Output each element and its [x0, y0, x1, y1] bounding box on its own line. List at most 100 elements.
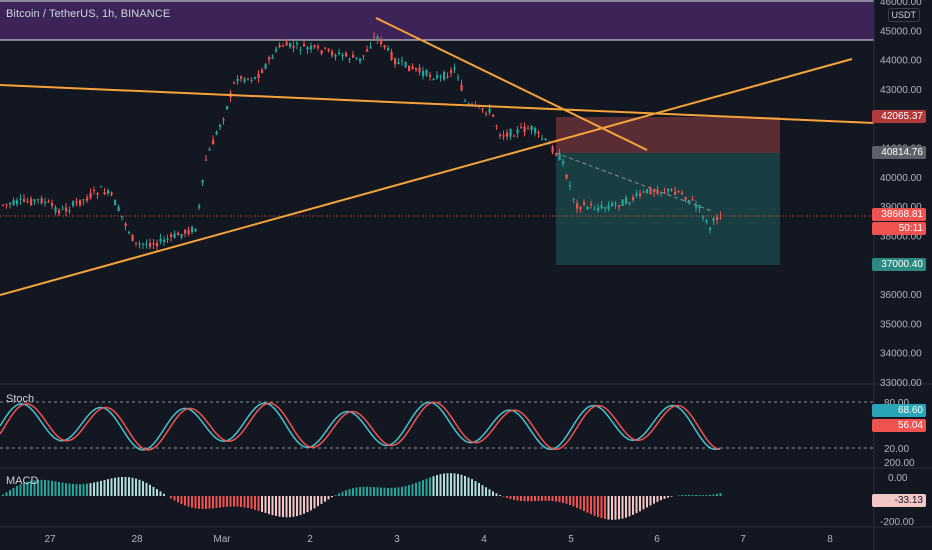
macd-bar [576, 496, 578, 508]
candle-body [401, 60, 404, 62]
candle-body [390, 51, 393, 60]
macd-bar [306, 496, 309, 513]
candle-body [464, 100, 467, 102]
macd-bar [107, 479, 109, 496]
macd-tick-upper: 200.00 [884, 458, 915, 469]
candle-body [107, 189, 110, 194]
macd-bar [117, 477, 120, 496]
candle-body [215, 131, 218, 135]
macd-bar [418, 481, 421, 496]
macd-bar [460, 474, 463, 496]
macd-bar [513, 496, 515, 500]
macd-bar [457, 473, 459, 496]
candle-body [579, 206, 582, 209]
time-tick-label: 7 [740, 534, 746, 545]
candle-body [677, 191, 680, 193]
candle-body [488, 108, 491, 113]
candle-body [716, 217, 719, 220]
trendline-ascending[interactable] [0, 58, 853, 296]
macd-bar [222, 496, 225, 508]
candle-body [712, 218, 715, 221]
symbol-title[interactable]: Bitcoin / TetherUS, 1h, BINANCE [6, 8, 171, 20]
macd-bar [450, 473, 452, 496]
price-axis[interactable]: 46000.0045000.0044000.0043000.0042000.00… [880, 0, 922, 389]
macd-bar [278, 496, 281, 517]
candle-body [499, 134, 502, 136]
macd-bar [558, 496, 561, 503]
candle-body [282, 45, 285, 47]
stoch-k-line[interactable] [0, 401, 721, 451]
macd-bar [537, 496, 540, 501]
macd-bar [236, 496, 239, 507]
macd-bar [411, 484, 414, 496]
candle-body [86, 197, 89, 201]
candle-body [471, 103, 474, 105]
macd-bar [628, 496, 631, 517]
candle-body [9, 203, 12, 205]
macd-bar [30, 480, 32, 496]
macd-bar [114, 477, 116, 496]
macd-bar [593, 496, 596, 516]
trendline-horizontal[interactable] [0, 84, 875, 124]
candle-body [173, 233, 176, 238]
macd-bar [243, 496, 246, 508]
stoch-label[interactable]: Stoch [6, 393, 35, 405]
macd-bar [292, 496, 295, 517]
macd-tick-lower: -200.00 [880, 517, 914, 528]
macd-bar [600, 496, 603, 519]
candle-body [688, 200, 691, 202]
candle-body [635, 193, 638, 196]
macd-label[interactable]: MACD [6, 475, 39, 487]
macd-bar [716, 493, 718, 496]
macd-bar [642, 496, 645, 510]
macd-bar [229, 496, 232, 507]
macd-tick-zero: 0.00 [888, 473, 908, 484]
candle-body [534, 127, 537, 134]
macd-bar [373, 487, 375, 496]
macd-bar [313, 496, 316, 509]
macd-bar [180, 496, 183, 505]
candle-body [103, 192, 106, 195]
currency-badge[interactable]: USDT [887, 8, 920, 22]
candle-body [404, 61, 407, 68]
candle-body [233, 82, 236, 84]
macd-bar [677, 495, 680, 496]
candle-body [289, 42, 292, 48]
macd-bar [597, 496, 599, 518]
macd-bar [534, 496, 536, 502]
time-axis[interactable]: 27 28 Mar 2 3 4 5 6 7 8 [44, 534, 833, 545]
price-tick-label: 33000.00 [880, 378, 922, 389]
candle-body [331, 51, 334, 56]
macd-bar [121, 477, 123, 496]
candle-body [418, 67, 421, 72]
macd-bar [82, 483, 85, 496]
candle-body [114, 200, 117, 206]
reward-zone[interactable] [556, 153, 780, 265]
candle-body [219, 124, 222, 127]
macd-bar [149, 484, 151, 496]
macd-bar [271, 496, 274, 516]
macd-bar [110, 478, 113, 496]
macd-bar [44, 479, 46, 496]
stop-price-tag: 37000.40 [872, 258, 926, 271]
macd-bar [607, 496, 610, 520]
macd-bar [250, 496, 253, 509]
resistance-zone[interactable] [0, 0, 874, 40]
candle-body [632, 197, 635, 200]
candle-body [310, 45, 313, 50]
candle-body [205, 159, 208, 161]
macd-histogram[interactable] [2, 473, 722, 520]
candle-body [208, 149, 211, 151]
macd-bar [173, 496, 176, 501]
stoch-d-line[interactable] [0, 401, 721, 451]
candle-body [555, 153, 558, 156]
macd-bar [548, 496, 550, 501]
macd-bar [464, 475, 466, 496]
candle-body [429, 74, 432, 77]
candle-body [681, 192, 684, 195]
candlestick-series[interactable] [2, 32, 722, 251]
candle-body [30, 198, 33, 206]
candle-body [320, 50, 323, 54]
macd-bar [19, 484, 22, 496]
